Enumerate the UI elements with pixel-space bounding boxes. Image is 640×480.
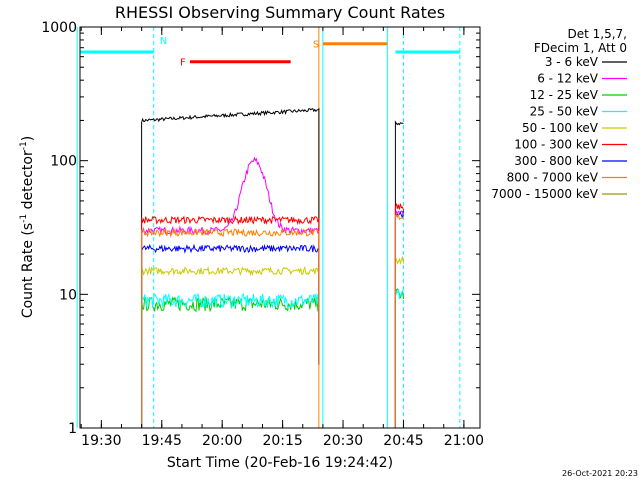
x-axis-label: Start Time (20-Feb-16 19:24:42)	[167, 455, 393, 471]
x-tick-label-2: 20:00	[202, 433, 242, 449]
series-line-0-seg-0	[141, 107, 320, 428]
footer-date: 26-Oct-2021 20:23	[562, 469, 638, 478]
chart-title: RHESSI Observing Summary Count Rates	[115, 3, 445, 22]
y-tick-label-3: 1000	[41, 20, 77, 36]
flag-label-S: S	[313, 40, 319, 51]
legend-label-7: 800 - 7000 keV	[507, 171, 599, 185]
series-line-5-seg-1	[394, 203, 404, 428]
x-axis: 19:30 19:45 20:00 20:15 20:30 20:45 21:00	[80, 27, 484, 449]
flag-label-N: N	[160, 36, 167, 47]
series-line-4-seg-0	[141, 265, 320, 428]
y-tick-label-0: 1	[68, 421, 77, 437]
y-axis-label-sup2: -1	[19, 141, 29, 150]
y-tick-label-2: 100	[50, 154, 77, 170]
series-line-7-seg-0	[141, 227, 320, 428]
legend-label-6: 300 - 800 keV	[514, 154, 598, 168]
y-axis-label: Count Rate (s-1 detector-1)	[19, 136, 36, 318]
x-tick-label-3: 20:15	[262, 433, 302, 449]
x-tick-label-6: 21:00	[444, 433, 484, 449]
legend-header-0: Det 1,5,7,	[568, 27, 628, 41]
y-axis-label-sup1: -1	[19, 214, 29, 223]
y-axis-label-main: Count Rate (s	[20, 223, 36, 318]
legend: Det 1,5,7,FDecim 1, Att 03 - 6 keV 6 - 12…	[491, 27, 627, 201]
flag-label-F: F	[180, 58, 186, 69]
y-axis: 1 10 100 1000	[41, 20, 480, 437]
legend-label-0: 3 - 6 keV	[545, 55, 599, 69]
legend-label-4: 50 - 100 keV	[522, 121, 599, 135]
x-tick-label-5: 20:45	[383, 433, 423, 449]
y-axis-label-end: )	[20, 136, 36, 141]
legend-label-2: 12 - 25 keV	[530, 88, 599, 102]
series-line-5-seg-0	[141, 215, 320, 428]
x-tick-label-4: 20:30	[323, 433, 363, 449]
series-line-3-seg-0	[141, 292, 320, 428]
plot-frame	[79, 26, 481, 429]
legend-label-5: 100 - 300 keV	[514, 138, 598, 152]
y-tick-label-1: 10	[59, 287, 77, 303]
x-tick-label-0: 19:30	[81, 433, 121, 449]
legend-label-1: 6 - 12 keV	[537, 72, 599, 86]
series-line-7-seg-1	[394, 212, 404, 428]
series-line-6-seg-0	[141, 243, 320, 428]
series-group	[141, 107, 404, 428]
legend-label-3: 25 - 50 keV	[530, 105, 599, 119]
series-line-0-seg-1	[394, 120, 404, 428]
y-axis-label-mid: detector	[20, 150, 36, 214]
legend-header-1: FDecim 1, Att 0	[534, 41, 627, 55]
x-tick-label-1: 19:45	[142, 433, 182, 449]
legend-label-8: 7000 - 15000 keV	[491, 187, 598, 201]
